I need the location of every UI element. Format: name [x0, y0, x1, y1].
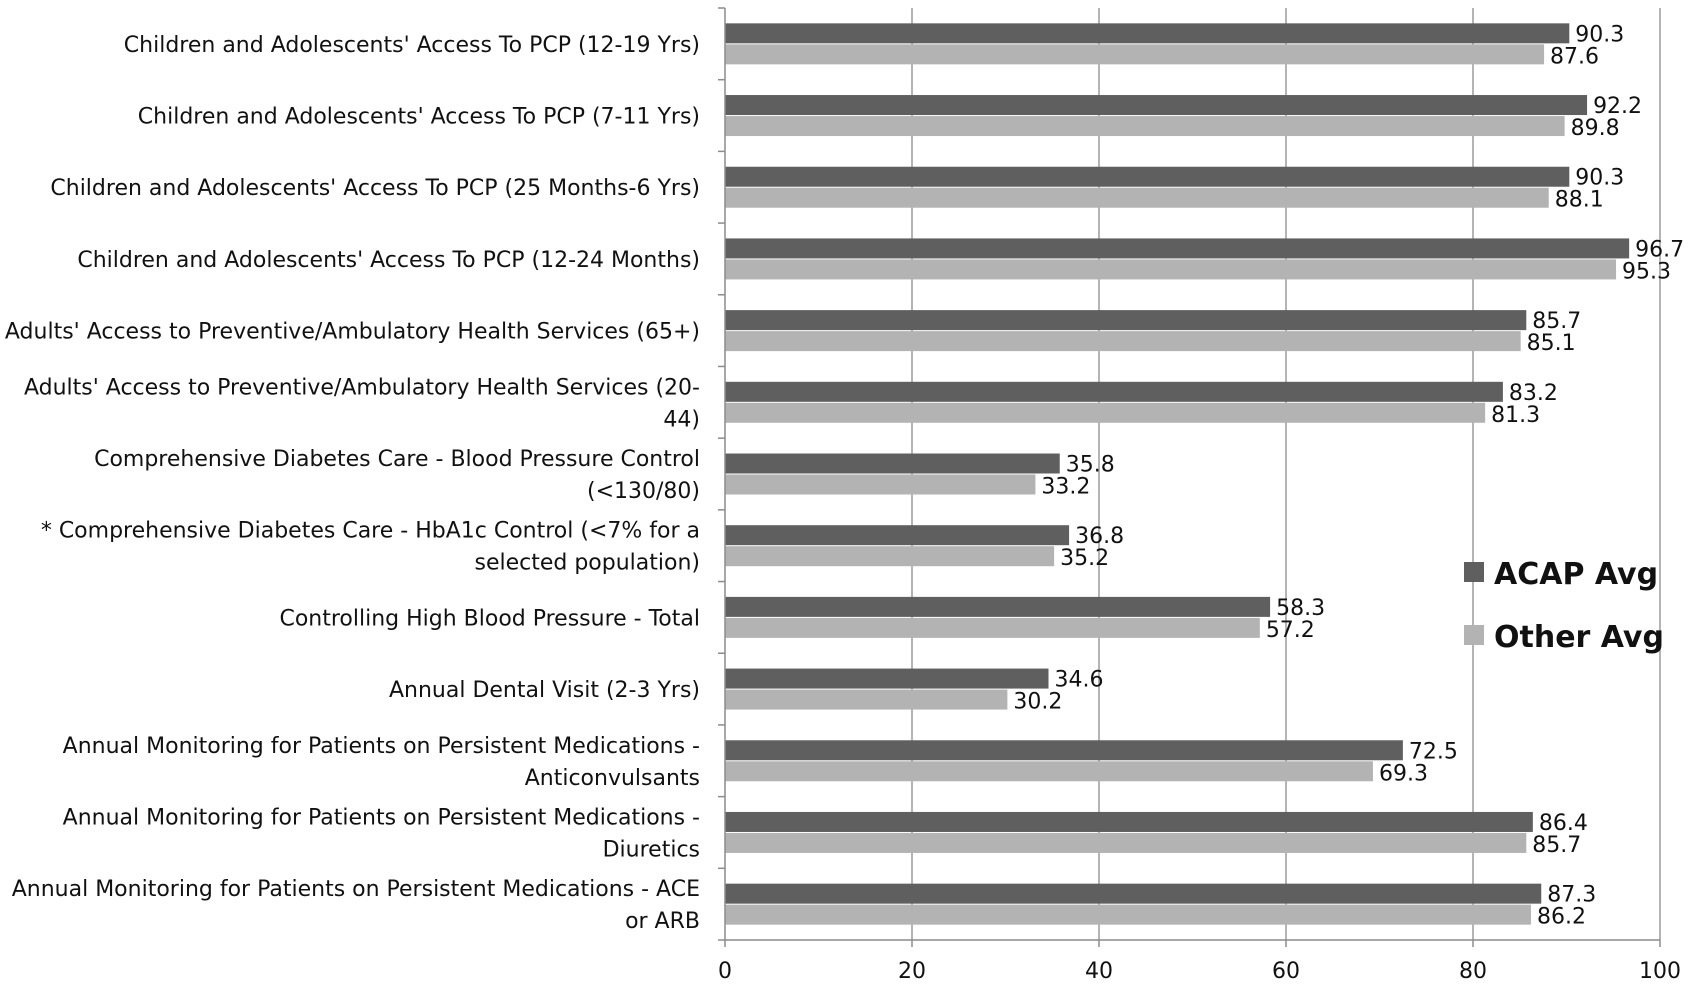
value-label-other-11: 85.7 — [1532, 833, 1581, 858]
x-tick-label-60: 60 — [1272, 959, 1300, 984]
bar-acap-3 — [725, 238, 1630, 259]
x-tick-label-80: 80 — [1459, 959, 1487, 984]
x-tick-label-0: 0 — [718, 959, 732, 984]
x-tick-label-20: 20 — [898, 959, 926, 984]
category-label-2: Children and Adolescents' Access To PCP … — [50, 176, 700, 201]
legend-swatch-other — [1464, 625, 1484, 645]
value-label-other-8: 57.2 — [1266, 618, 1315, 643]
value-label-other-2: 88.1 — [1555, 188, 1604, 213]
value-label-other-7: 35.2 — [1060, 546, 1109, 571]
legend-label-other: Other Avg — [1494, 620, 1664, 655]
legend-swatch-acap — [1464, 562, 1484, 582]
bar-acap-6 — [725, 453, 1060, 474]
bar-acap-4 — [725, 310, 1527, 331]
value-label-other-10: 69.3 — [1379, 761, 1428, 786]
bar-other-4 — [725, 331, 1521, 352]
bar-acap-9 — [725, 668, 1049, 689]
bar-other-0 — [725, 44, 1545, 65]
value-label-other-4: 85.1 — [1527, 331, 1576, 356]
category-label-4: Adults' Access to Preventive/Ambulatory … — [5, 320, 700, 345]
bar-other-9 — [725, 689, 1008, 710]
bar-acap-11 — [725, 811, 1533, 832]
bar-acap-0 — [725, 23, 1570, 44]
value-label-other-5: 81.3 — [1491, 403, 1540, 428]
value-label-other-6: 33.2 — [1041, 475, 1090, 500]
bar-other-3 — [725, 259, 1617, 280]
category-label-7: * Comprehensive Diabetes Care - HbA1c Co… — [41, 519, 700, 576]
category-label-11: Annual Monitoring for Patients on Persis… — [63, 805, 700, 862]
value-label-acap-6: 35.8 — [1066, 453, 1115, 478]
legend-label-acap: ACAP Avg — [1494, 557, 1658, 592]
bar-acap-1 — [725, 95, 1588, 116]
value-label-acap-11: 86.4 — [1539, 811, 1588, 836]
bars — [725, 23, 1630, 925]
value-label-acap-7: 36.8 — [1075, 524, 1124, 549]
value-label-acap-0: 90.3 — [1575, 22, 1624, 47]
gridlines — [911, 8, 1661, 940]
value-label-other-12: 86.2 — [1537, 905, 1586, 930]
bar-other-11 — [725, 832, 1527, 853]
value-label-other-3: 95.3 — [1622, 259, 1671, 284]
category-label-8: Controlling High Blood Pressure - Total — [279, 606, 700, 631]
value-label-other-0: 87.6 — [1550, 44, 1599, 69]
value-label-acap-5: 83.2 — [1509, 381, 1558, 406]
bar-other-5 — [725, 402, 1486, 423]
bar-other-12 — [725, 904, 1531, 925]
bar-other-8 — [725, 617, 1260, 638]
value-label-acap-12: 87.3 — [1547, 883, 1596, 908]
x-tick-label-40: 40 — [1085, 959, 1113, 984]
category-label-3: Children and Adolescents' Access To PCP … — [77, 248, 700, 273]
category-label-12: Annual Monitoring for Patients on Persis… — [12, 877, 700, 934]
value-label-acap-4: 85.7 — [1532, 309, 1581, 334]
category-label-6: Comprehensive Diabetes Care - Blood Pres… — [94, 447, 700, 504]
legend: ACAP Avg Other Avg — [1464, 557, 1664, 655]
bar-acap-5 — [725, 381, 1503, 402]
category-label-9: Annual Dental Visit (2-3 Yrs) — [389, 678, 700, 703]
bar-other-6 — [725, 474, 1036, 495]
value-label-acap-3: 96.7 — [1635, 237, 1684, 262]
bar-acap-8 — [725, 596, 1271, 617]
bar-other-2 — [725, 187, 1549, 208]
bar-other-10 — [725, 761, 1373, 782]
category-label-0: Children and Adolescents' Access To PCP … — [124, 33, 700, 58]
value-label-acap-8: 58.3 — [1276, 596, 1325, 621]
value-label-other-9: 30.2 — [1013, 690, 1062, 715]
category-label-5: Adults' Access to Preventive/Ambulatory … — [24, 375, 700, 432]
category-label-10: Annual Monitoring for Patients on Persis… — [63, 734, 700, 791]
category-label-1: Children and Adolescents' Access To PCP … — [138, 105, 700, 130]
bar-acap-7 — [725, 525, 1070, 546]
value-label-acap-10: 72.5 — [1409, 739, 1458, 764]
value-label-other-1: 89.8 — [1571, 116, 1620, 141]
value-label-acap-1: 92.2 — [1593, 94, 1642, 119]
value-label-acap-2: 90.3 — [1575, 166, 1624, 191]
bar-other-7 — [725, 546, 1055, 567]
bar-acap-10 — [725, 740, 1403, 761]
bar-acap-2 — [725, 166, 1570, 187]
labels: 90.387.692.289.890.388.196.795.385.785.1… — [5, 22, 1684, 984]
bar-acap-12 — [725, 883, 1542, 904]
x-tick-label-100: 100 — [1639, 959, 1681, 984]
bar-other-1 — [725, 116, 1565, 137]
value-label-acap-9: 34.6 — [1055, 668, 1104, 693]
axes — [718, 7, 1661, 947]
